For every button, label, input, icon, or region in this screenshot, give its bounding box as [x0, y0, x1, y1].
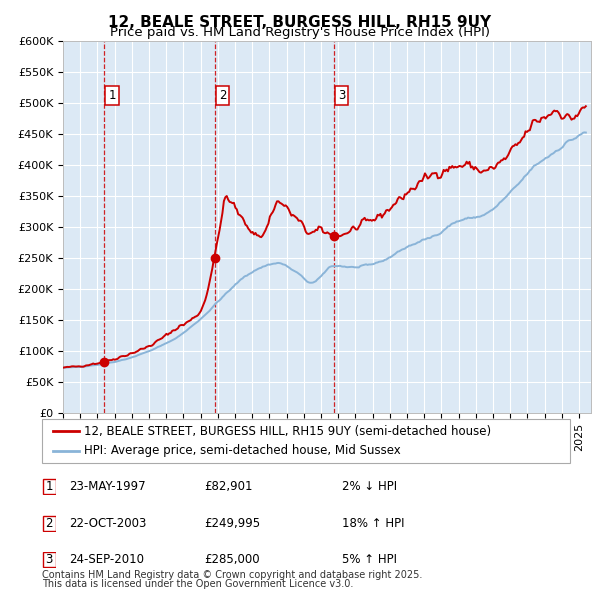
FancyBboxPatch shape: [42, 419, 570, 463]
Text: 12, BEALE STREET, BURGESS HILL, RH15 9UY (semi-detached house): 12, BEALE STREET, BURGESS HILL, RH15 9UY…: [84, 425, 491, 438]
Text: This data is licensed under the Open Government Licence v3.0.: This data is licensed under the Open Gov…: [42, 579, 353, 589]
Text: 1: 1: [46, 480, 53, 493]
Text: £82,901: £82,901: [204, 480, 253, 493]
Text: 2: 2: [219, 88, 226, 101]
Text: 2: 2: [46, 517, 53, 530]
Text: 22-OCT-2003: 22-OCT-2003: [69, 517, 146, 530]
Text: 3: 3: [338, 88, 345, 101]
Text: 5% ↑ HPI: 5% ↑ HPI: [342, 553, 397, 566]
Text: 24-SEP-2010: 24-SEP-2010: [69, 553, 144, 566]
Text: 18% ↑ HPI: 18% ↑ HPI: [342, 517, 404, 530]
FancyBboxPatch shape: [43, 516, 56, 531]
Text: Contains HM Land Registry data © Crown copyright and database right 2025.: Contains HM Land Registry data © Crown c…: [42, 570, 422, 579]
Text: £285,000: £285,000: [204, 553, 260, 566]
Text: 23-MAY-1997: 23-MAY-1997: [69, 480, 146, 493]
Text: 1: 1: [109, 88, 116, 101]
FancyBboxPatch shape: [43, 552, 56, 568]
FancyBboxPatch shape: [43, 479, 56, 494]
Text: £249,995: £249,995: [204, 517, 260, 530]
Text: 2% ↓ HPI: 2% ↓ HPI: [342, 480, 397, 493]
Text: Price paid vs. HM Land Registry's House Price Index (HPI): Price paid vs. HM Land Registry's House …: [110, 26, 490, 39]
Text: 12, BEALE STREET, BURGESS HILL, RH15 9UY: 12, BEALE STREET, BURGESS HILL, RH15 9UY: [109, 15, 491, 30]
Text: 3: 3: [46, 553, 53, 566]
Text: HPI: Average price, semi-detached house, Mid Sussex: HPI: Average price, semi-detached house,…: [84, 444, 401, 457]
